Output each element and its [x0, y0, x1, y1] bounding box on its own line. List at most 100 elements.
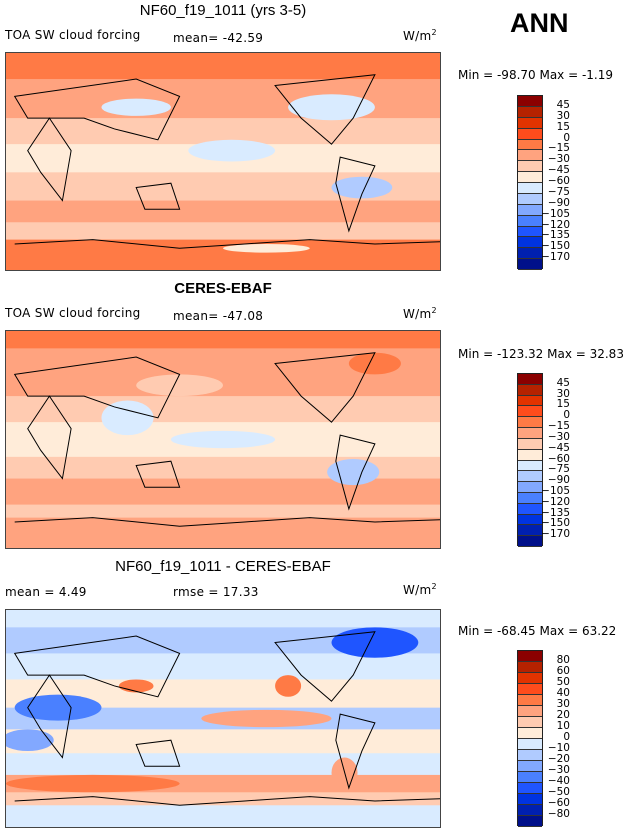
colorbar-box: [518, 651, 542, 662]
contour-band: [6, 805, 440, 827]
colorbar-label: 45: [556, 376, 570, 389]
colorbar-label: −75: [547, 185, 570, 198]
panel2-map: [5, 330, 441, 549]
antarctica-coastline: [14, 239, 440, 249]
contour-region: [6, 729, 54, 752]
africa-coastline: [27, 395, 72, 480]
south-america-coastline: [335, 434, 376, 511]
panel2-title: CERES-EBAF: [174, 280, 272, 297]
colorbar-box: [518, 237, 542, 249]
units-exponent: 2: [431, 306, 437, 315]
colorbar-box: [518, 259, 542, 270]
panel2-colorbar: [517, 373, 543, 547]
colorbar-label: 30: [556, 698, 570, 710]
panel1-units: W/m2: [403, 28, 437, 43]
south-america-coastline: [335, 156, 376, 233]
contour-band: [6, 239, 440, 270]
colorbar-box: [518, 417, 542, 429]
colorbar-box: [518, 492, 542, 504]
colorbar-box: [518, 471, 542, 483]
colorbar-box: [518, 449, 542, 461]
colorbar-label: 60: [556, 665, 570, 677]
panel3-colorbar: [517, 650, 543, 827]
colorbar-label: −30: [547, 430, 570, 443]
contour-region: [188, 139, 276, 162]
contour-region: [327, 459, 380, 486]
colorbar-box: [518, 783, 542, 794]
colorbar-box: [518, 215, 542, 227]
colorbar-label: 50: [556, 676, 570, 688]
colorbar-box: [518, 139, 542, 151]
contour-region: [331, 176, 393, 199]
eurasia-coastline: [13, 356, 181, 419]
colorbar-label: −135: [541, 506, 570, 519]
panel3-map: [5, 609, 441, 828]
colorbar-label: −20: [547, 753, 570, 765]
antarctica-coastline: [14, 796, 440, 806]
panel3-min-max: Min = -68.45 Max = 63.22: [458, 624, 617, 638]
colorbar-label: −40: [547, 775, 570, 787]
colorbar-label: 30: [556, 109, 570, 122]
colorbar-label: −150: [541, 517, 570, 530]
contour-band: [6, 222, 440, 241]
colorbar-label: 0: [563, 731, 570, 743]
contour-band: [6, 792, 440, 807]
contour-region: [201, 709, 332, 728]
panel2-variable: TOA SW cloud forcing: [5, 306, 141, 320]
colorbar-label: −90: [547, 474, 570, 487]
colorbar-label: 0: [563, 409, 570, 422]
colorbar-label: −30: [547, 153, 570, 166]
colorbar-label: 30: [556, 387, 570, 400]
colorbar-box: [518, 816, 542, 827]
colorbar-label: −60: [547, 452, 570, 465]
panel1-min-max: Min = -98.70 Max = -1.19: [458, 68, 614, 82]
colorbar-label: −15: [547, 420, 570, 433]
contour-band: [6, 504, 440, 519]
north-america-coastline: [274, 74, 376, 145]
panel3-units: W/m2: [403, 582, 437, 597]
eurasia-coastline: [13, 635, 181, 698]
colorbar-label: 20: [556, 709, 570, 721]
contour-region: [331, 627, 419, 658]
panel1-variable: TOA SW cloud forcing: [5, 28, 141, 42]
antarctica-coastline: [14, 517, 440, 527]
australia-coastline: [135, 460, 181, 488]
colorbar-box: [518, 150, 542, 162]
colorbar-box: [518, 761, 542, 772]
colorbar-label: 45: [556, 98, 570, 111]
contour-band: [6, 331, 440, 350]
contour-region: [6, 774, 180, 793]
contour-region: [136, 374, 224, 397]
colorbar-box: [518, 374, 542, 385]
contour-region: [348, 352, 401, 375]
contour-band: [6, 753, 440, 776]
contour-region: [288, 94, 375, 121]
australia-coastline: [135, 739, 181, 767]
colorbar-box: [518, 772, 542, 783]
units-exponent: 2: [431, 582, 437, 591]
colorbar-box: [518, 172, 542, 183]
colorbar-box: [518, 717, 542, 728]
contour-region: [101, 400, 154, 436]
units-text: W/m: [403, 583, 432, 597]
contour-band: [6, 653, 440, 681]
colorbar-box: [518, 706, 542, 717]
colorbar-box: [518, 739, 542, 750]
colorbar-label: −105: [541, 207, 570, 220]
panel2-mean: mean= -47.08: [173, 309, 264, 323]
colorbar-box: [518, 395, 542, 407]
colorbar-box: [518, 482, 542, 493]
colorbar-box: [518, 248, 542, 260]
colorbar-label: −15: [547, 142, 570, 155]
africa-coastline: [27, 117, 72, 202]
colorbar-box: [518, 204, 542, 216]
colorbar-label: 0: [563, 131, 570, 144]
colorbar-box: [518, 525, 542, 537]
colorbar-label: 40: [556, 687, 570, 699]
colorbar-label: −120: [541, 495, 570, 508]
contour-region: [101, 98, 171, 116]
panel2-units: W/m2: [403, 306, 437, 321]
colorbar-box: [518, 514, 542, 526]
map-field: [6, 610, 440, 827]
colorbar-box: [518, 183, 542, 194]
